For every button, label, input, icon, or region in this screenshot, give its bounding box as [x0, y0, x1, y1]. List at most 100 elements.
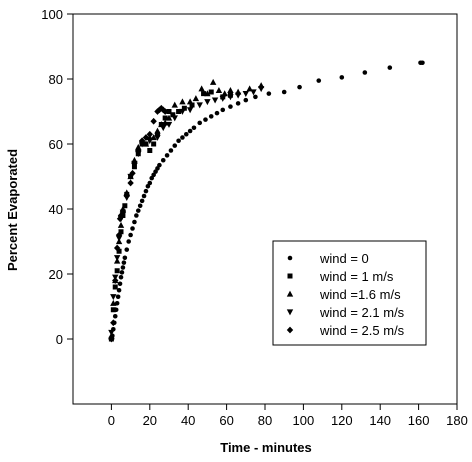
data-point	[161, 108, 169, 115]
x-tick-label: 40	[181, 413, 195, 428]
legend-marker	[287, 273, 293, 279]
data-point	[420, 60, 425, 66]
data-point	[130, 226, 135, 231]
data-point	[219, 95, 226, 102]
data-point	[138, 141, 146, 148]
data-point	[243, 97, 249, 103]
data-point	[192, 95, 200, 102]
y-tick-label: 100	[41, 7, 63, 22]
data-point	[108, 329, 115, 336]
data-markers	[108, 60, 425, 343]
data-point	[281, 89, 287, 95]
data-point	[122, 203, 128, 209]
data-point	[146, 130, 153, 138]
data-point	[220, 107, 226, 113]
x-tick-label: 60	[219, 413, 233, 428]
data-point	[135, 208, 141, 213]
x-tick-label: 20	[143, 413, 157, 428]
data-point	[118, 274, 124, 280]
data-point	[139, 198, 145, 204]
data-point	[154, 134, 161, 141]
y-tick-label: 40	[49, 202, 63, 217]
data-point	[204, 99, 211, 106]
data-point	[124, 247, 130, 252]
data-point	[208, 114, 214, 119]
data-point	[123, 189, 130, 196]
data-point	[154, 127, 161, 134]
data-point	[113, 244, 121, 252]
data-point	[204, 90, 211, 97]
series-4-points	[108, 104, 169, 343]
data-point	[157, 162, 162, 168]
data-point	[112, 313, 118, 319]
data-point	[242, 91, 249, 98]
data-point	[123, 192, 130, 200]
y-tick-label: 80	[49, 72, 63, 87]
legend-marker	[286, 309, 294, 316]
data-point	[170, 112, 176, 118]
data-point	[221, 90, 228, 97]
data-point	[126, 239, 131, 244]
data-point	[154, 131, 160, 137]
data-point	[112, 277, 119, 284]
data-point	[266, 91, 272, 96]
data-point	[253, 94, 258, 100]
legend-label: wind = 1 m/s	[319, 269, 394, 284]
data-point	[151, 141, 157, 147]
data-point	[228, 104, 233, 109]
legend: wind = 0 wind = 1 m/s wind =1.6 m/s wind = …	[272, 240, 427, 346]
data-point	[316, 78, 322, 83]
legend-label: wind =1.6 m/s	[319, 287, 401, 302]
data-point	[113, 255, 121, 262]
data-point	[128, 232, 133, 238]
data-point	[164, 153, 170, 158]
data-point	[203, 117, 208, 122]
data-point	[161, 119, 169, 126]
data-point	[191, 125, 197, 131]
data-point	[214, 110, 220, 116]
x-tick-label: 140	[369, 413, 391, 428]
data-point	[197, 120, 203, 126]
data-point	[110, 319, 117, 327]
data-point	[186, 107, 194, 114]
data-point	[129, 169, 136, 177]
data-point	[176, 109, 182, 114]
legend-marker	[286, 326, 294, 334]
y-axis-ticks: 0 20 40 60 80 100	[41, 7, 73, 347]
legend-marker	[286, 290, 294, 297]
data-point	[115, 294, 121, 300]
data-point	[257, 86, 265, 93]
data-point	[116, 287, 122, 293]
data-point	[180, 135, 185, 140]
data-point	[114, 268, 120, 274]
data-point	[117, 221, 125, 228]
data-point	[122, 255, 128, 261]
data-point	[147, 180, 153, 186]
y-axis-title: Percent Evaporated	[5, 149, 20, 271]
data-point	[179, 98, 186, 105]
data-point	[208, 89, 214, 95]
data-point	[110, 294, 117, 301]
data-point	[189, 102, 195, 108]
legend-label: wind = 2.1 m/s	[319, 305, 405, 320]
x-tick-label: 180	[446, 413, 468, 428]
data-point	[187, 128, 193, 134]
data-point	[115, 235, 123, 242]
data-point	[110, 307, 116, 313]
data-point	[171, 101, 178, 108]
data-point	[162, 115, 168, 121]
data-point	[160, 125, 167, 132]
data-point	[143, 188, 149, 194]
data-point	[120, 265, 126, 270]
data-point	[121, 260, 127, 265]
x-tick-label: 0	[108, 413, 115, 428]
data-point	[131, 160, 138, 167]
data-point	[362, 70, 368, 75]
data-point	[141, 193, 147, 199]
data-point	[119, 270, 125, 275]
data-point	[115, 231, 123, 239]
data-point	[110, 299, 117, 306]
data-point	[117, 281, 123, 287]
legend-label: wind = 0	[319, 251, 369, 266]
